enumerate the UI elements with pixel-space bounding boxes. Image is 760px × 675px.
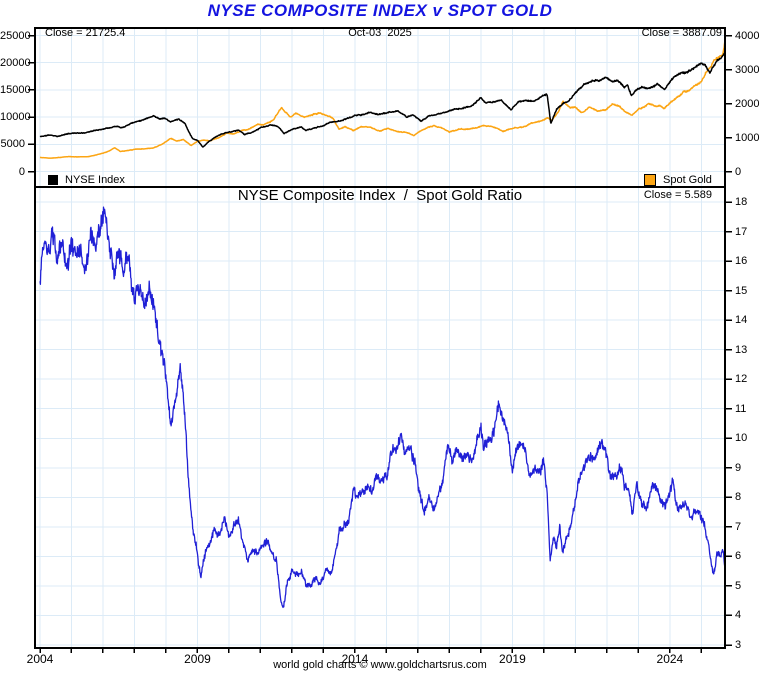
nyse-axis-tick-label: 5000: [0, 138, 25, 151]
footer-credit: world gold charts © www.goldchartsrus.co…: [273, 659, 487, 671]
ratio-axis-tick-label: 13: [735, 343, 748, 356]
nyse-axis-tick-label: 20000: [0, 56, 31, 69]
ratio-axis-tick-label: 8: [735, 491, 742, 504]
ratio-axis-tick-label: 10: [735, 432, 748, 445]
x-axis-year-label: 2009: [184, 652, 211, 666]
ratio-axis-tick-label: 16: [735, 255, 748, 268]
ratio-axis-tick-label: 5: [735, 579, 742, 592]
gold-swatch-icon: [644, 174, 656, 186]
x-axis-year-label: 2004: [26, 652, 54, 666]
nyse-close-label: Close = 21725.4: [45, 27, 126, 39]
legend-gold-label: Spot Gold: [663, 174, 712, 186]
ratio-axis-tick-label: 6: [735, 550, 742, 563]
ratio-axis-tick-label: 15: [735, 284, 748, 297]
ratio-axis-tick-label: 3: [735, 639, 742, 651]
x-axis-year-label: 2024: [656, 652, 684, 666]
x-axis-year-label: 2014: [341, 652, 369, 666]
nyse-axis-tick-label: 15000: [0, 83, 31, 96]
gold-axis-tick-label: 0: [735, 165, 742, 178]
nyse-axis-tick-label: 0: [18, 165, 25, 178]
ratio-axis-tick-label: 18: [735, 196, 748, 208]
gold-axis-tick-label: 1000: [735, 131, 760, 144]
ratio-axis-tick-label: 17: [735, 225, 748, 238]
ratio-panel-title: NYSE Composite Index / Spot Gold Ratio: [237, 187, 523, 204]
legend-gold: Spot Gold: [644, 174, 712, 186]
legend-nyse: NYSE Index: [48, 174, 125, 186]
nyse-swatch-icon: [48, 175, 58, 185]
gold-close-label: Close = 3887.09: [641, 27, 722, 39]
nyse-axis-tick-label: 25000: [0, 29, 31, 42]
ratio-axis-tick-label: 9: [735, 461, 742, 474]
date-label: Oct-03 2025: [348, 27, 412, 39]
ratio-axis-tick-label: 7: [735, 520, 742, 533]
gold-axis-tick-label: 3000: [735, 63, 760, 76]
gold-axis-tick-label: 2000: [735, 97, 760, 110]
ratio-axis-tick-label: 4: [735, 609, 742, 622]
ratio-axis-tick-label: 12: [735, 373, 748, 386]
ratio-close-label: Close = 5.589: [643, 189, 712, 201]
ratio-axis-tick-label: 11: [735, 402, 747, 415]
chart-title: NYSE COMPOSITE INDEX v SPOT GOLD: [207, 1, 553, 20]
nyse-axis-tick-label: 10000: [0, 111, 31, 124]
gold-axis-tick-label: 4000: [735, 29, 760, 42]
x-axis-year-label: 2019: [499, 652, 526, 666]
legend-nyse-label: NYSE Index: [65, 174, 125, 186]
ratio-axis-tick-label: 14: [735, 314, 748, 327]
